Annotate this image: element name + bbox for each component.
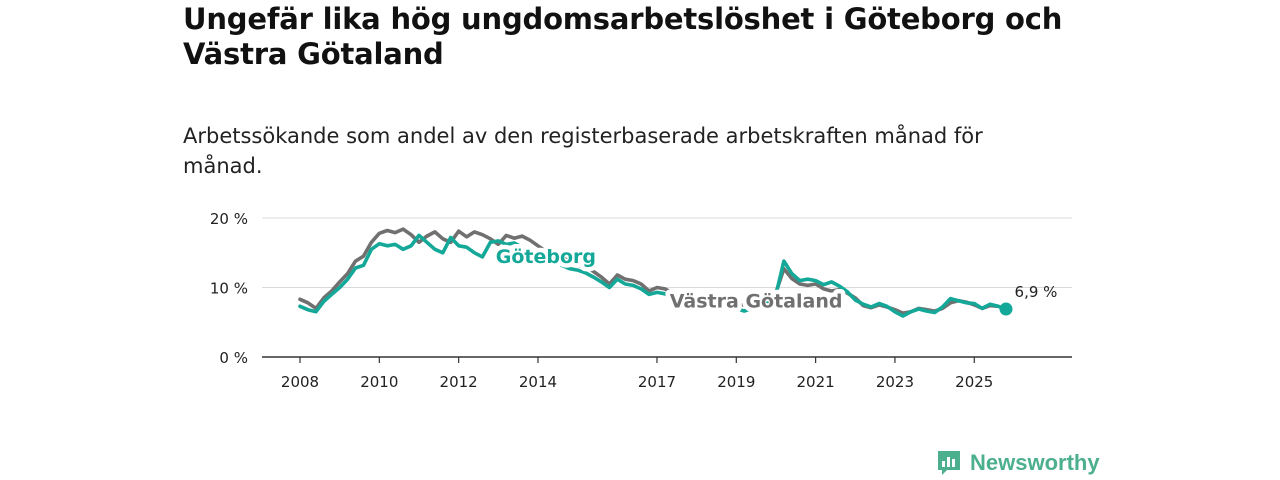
series-label: Västra Götaland [670,290,843,312]
series-label-halo: Göteborg [496,246,596,268]
x-tick-label: 2025 [955,373,993,391]
newsworthy-logo-icon [938,451,960,475]
x-tick-label: 2023 [876,373,914,391]
series-label-halo: Västra Götaland [670,290,843,312]
y-tick-label: 10 % [210,280,248,298]
chart-title: Ungefär lika hög ungdomsarbetslöshet i G… [183,2,1063,71]
x-tick-label: 2019 [717,373,755,391]
x-tick-label: 2014 [519,373,557,391]
brand-name: Newsworthy [970,450,1100,475]
x-tick-label: 2008 [281,373,319,391]
y-tick-label: 20 % [210,210,248,228]
last-value-dot [999,302,1013,316]
x-tick-label: 2021 [797,373,835,391]
chart-subtitle: Arbetssökande som andel av den registerb… [183,124,983,178]
brand-logo[interactable]: Newsworthy [936,449,1100,477]
x-tick-label: 2010 [360,373,398,391]
grid-lines [262,217,1072,358]
last-value-label: 6,9 % [1015,283,1058,301]
series-line-v-stra-g-taland [298,227,1000,315]
series-line-g-teborg [298,233,1008,318]
series-label: Göteborg [496,246,596,268]
x-tick-label: 2017 [638,373,676,391]
y-axis-ticks: 0 % 10 % 20 % [210,210,248,367]
x-tick-label: 2012 [440,373,478,391]
series-lines [298,227,1008,318]
annotations: 6,9 % [999,283,1058,316]
y-tick-label: 0 % [219,349,248,367]
x-axis-ticks: 2008 2010 2012 2014 2017 2019 2021 2023 2025 [281,357,993,391]
